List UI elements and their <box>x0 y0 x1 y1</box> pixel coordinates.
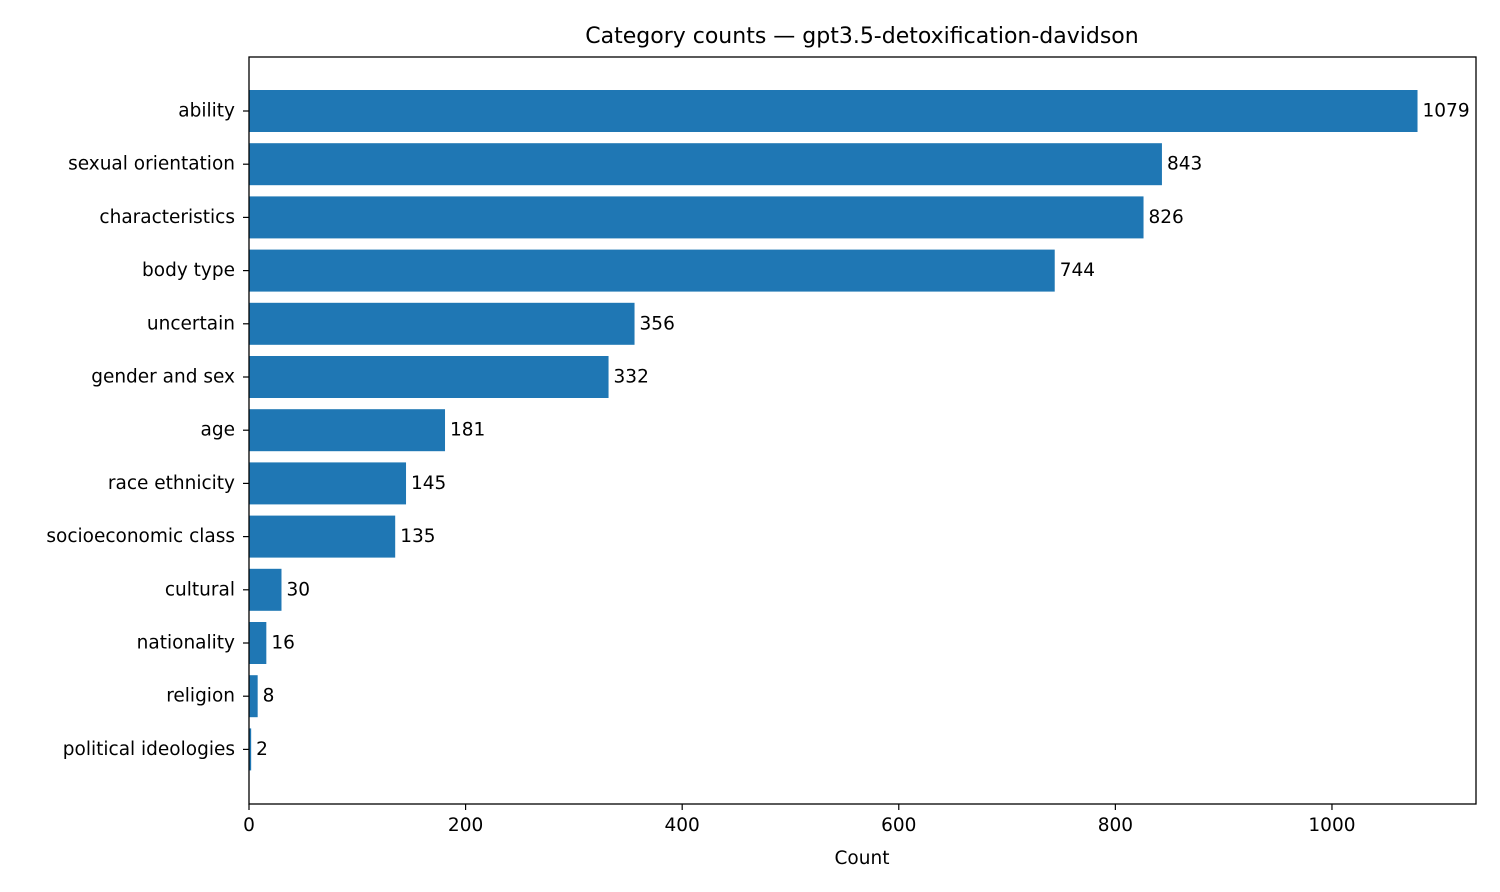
bar <box>249 249 1055 292</box>
y-tick-label: race ethnicity <box>108 473 235 494</box>
bar <box>249 143 1162 186</box>
plot-frame <box>248 56 1477 805</box>
y-tick-label: characteristics <box>99 207 235 228</box>
bar-value-label: 181 <box>450 420 485 441</box>
bar <box>249 196 1144 239</box>
chart-title: Category counts — gpt3.5-detoxification-… <box>585 24 1138 49</box>
x-tick-label: 400 <box>665 815 700 836</box>
bar-value-label: 145 <box>411 473 446 494</box>
bar-value-label: 356 <box>640 313 675 334</box>
bar <box>249 568 282 611</box>
bar-value-label: 826 <box>1149 207 1184 228</box>
bar <box>249 622 267 664</box>
bar <box>249 409 446 452</box>
x-tick-label: 0 <box>243 815 255 836</box>
y-tick-label: religion <box>166 686 235 707</box>
x-tick-label: 600 <box>881 815 916 836</box>
bar-value-label: 8 <box>263 686 275 707</box>
bars-group <box>249 90 1418 771</box>
bar <box>249 728 252 771</box>
bar-value-label: 332 <box>614 367 649 388</box>
y-tick-label: sexual orientation <box>68 154 235 175</box>
y-tick-label: political ideologies <box>63 739 235 760</box>
bar <box>249 675 258 718</box>
bar-labels-group: 1079 843 826 744 356 332 181 145 135 30 16 8 2 <box>256 101 1469 760</box>
bar-value-label: 135 <box>400 526 435 547</box>
bar-value-label: 744 <box>1060 260 1095 281</box>
x-axis-label: Count <box>835 848 890 869</box>
bar-value-label: 30 <box>286 579 310 600</box>
y-tick-label: cultural <box>165 579 235 600</box>
y-tick-label: age <box>201 420 235 441</box>
x-tick-label: 200 <box>448 815 483 836</box>
x-axis-ticks: 0 200 400 600 800 1000 <box>243 804 1356 836</box>
bar-value-label: 843 <box>1167 154 1202 175</box>
bar <box>249 302 635 345</box>
bar <box>249 515 396 558</box>
y-tick-label: gender and sex <box>91 367 235 388</box>
bar-value-label: 2 <box>256 739 268 760</box>
bar <box>249 356 609 398</box>
x-tick-label: 800 <box>1098 815 1133 836</box>
y-tick-label: uncertain <box>147 313 235 334</box>
bar <box>249 462 407 505</box>
y-tick-label: ability <box>178 101 235 122</box>
y-axis-ticks: ability sexual orientation characteristics… <box>46 101 249 760</box>
y-tick-label: body type <box>142 260 235 281</box>
y-tick-label: socioeconomic class <box>46 526 235 547</box>
x-tick-label: 1000 <box>1308 815 1355 836</box>
bar-value-label: 1079 <box>1423 101 1470 122</box>
y-tick-label: nationality <box>137 633 235 654</box>
bar-value-label: 16 <box>271 633 295 654</box>
bar <box>249 90 1418 132</box>
